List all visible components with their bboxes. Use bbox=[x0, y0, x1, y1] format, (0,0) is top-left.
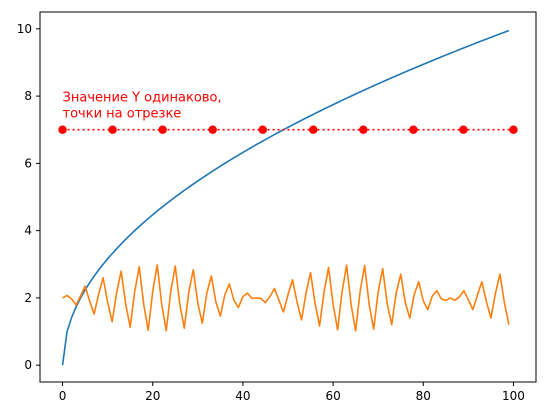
constant-point-marker bbox=[58, 125, 67, 134]
x-tick-label: 40 bbox=[235, 389, 250, 403]
x-tick-label: 20 bbox=[145, 389, 160, 403]
y-tick-label: 10 bbox=[17, 22, 32, 36]
constant-point-marker bbox=[459, 125, 468, 134]
x-tick-label: 0 bbox=[59, 389, 67, 403]
constant-point-marker bbox=[108, 125, 117, 134]
constant-point-marker bbox=[309, 125, 318, 134]
x-tick-label: 60 bbox=[325, 389, 340, 403]
series-oscillation-line bbox=[62, 264, 510, 332]
constant-point-marker bbox=[208, 125, 217, 134]
annotation-text-line: Значение Y одинаково, bbox=[63, 91, 222, 106]
y-tick-label: 4 bbox=[24, 224, 32, 238]
constant-point-marker bbox=[509, 125, 518, 134]
constant-point-marker bbox=[409, 125, 418, 134]
constant-point-marker bbox=[258, 125, 267, 134]
x-axis: 0 20 40 60 80 100 bbox=[59, 382, 525, 403]
y-tick-label: 8 bbox=[24, 89, 32, 103]
y-tick-label: 0 bbox=[24, 358, 32, 372]
annotation-layer: Значение Y одинаково,точки на отрезке bbox=[63, 91, 222, 122]
y-tick-label: 2 bbox=[24, 291, 32, 305]
axes-frame bbox=[39, 11, 537, 383]
y-axis: 0 2 4 6 8 10 bbox=[17, 22, 40, 372]
series-layer bbox=[58, 29, 518, 366]
y-tick-label: 6 bbox=[24, 156, 32, 170]
x-tick-label: 100 bbox=[502, 389, 525, 403]
annotation-text-line: точки на отрезке bbox=[63, 107, 182, 122]
constant-point-marker bbox=[158, 125, 167, 134]
series-sqrt-line bbox=[61, 29, 510, 366]
constant-point-marker bbox=[359, 125, 368, 134]
x-tick-label: 80 bbox=[416, 389, 431, 403]
